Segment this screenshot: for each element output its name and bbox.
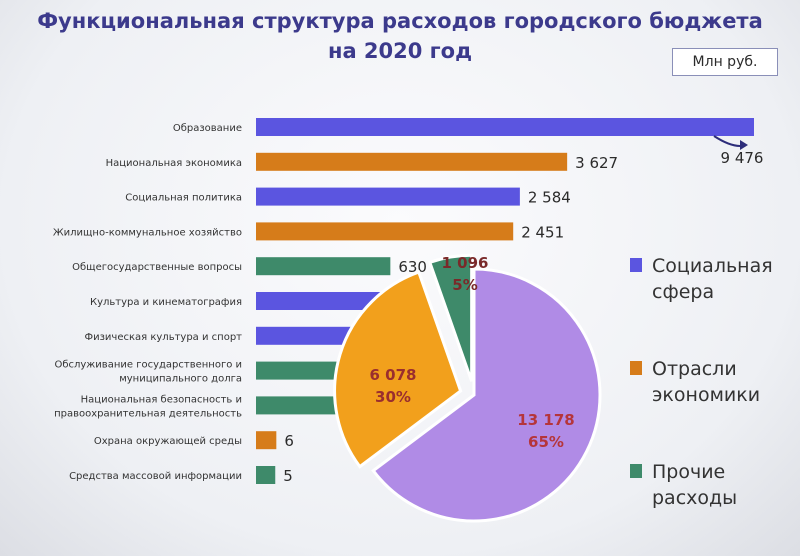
legend-label: расходы <box>652 487 737 509</box>
category-label: Национальная экономика <box>106 158 242 169</box>
category-label: Культура и кинематография <box>90 297 242 308</box>
category-label: Общегосударственные вопросы <box>72 262 242 273</box>
pie-chart: 13 178 65% 6 078 30% 1 096 5% <box>333 253 602 523</box>
bar-11 <box>256 466 276 484</box>
category-label: Охрана окружающей среды <box>94 436 242 447</box>
arrow-head <box>740 140 748 150</box>
category-label: Обслуживание государственного и <box>54 360 242 371</box>
legend-swatch <box>630 361 642 375</box>
bar-chart: Образование 9 476 Национальная экономика 3 … <box>53 118 764 485</box>
bar-10 <box>256 431 277 450</box>
bar-4 <box>256 222 514 241</box>
value-label: 6 <box>284 432 294 450</box>
value-label: 9 476 <box>721 149 764 167</box>
category-label: Физическая культура и спорт <box>85 332 243 343</box>
unit-label: Млн руб. <box>672 48 778 76</box>
slice-value-label: 6 078 <box>370 366 417 384</box>
category-label: Жилищно-коммунальное хозяйство <box>53 227 242 238</box>
legend-swatch <box>630 258 642 272</box>
category-label: Средства массовой информации <box>69 471 242 482</box>
category-label: Образование <box>173 123 242 134</box>
value-label: 5 <box>283 467 293 485</box>
slice-percent-label: 65% <box>528 433 564 451</box>
chart-title: Функциональная структура расходов городс… <box>0 6 800 66</box>
bar-5 <box>256 257 391 276</box>
slice-percent-label: 5% <box>452 276 477 294</box>
legend-label: Прочие <box>652 461 725 483</box>
category-label: Социальная политика <box>125 193 242 204</box>
pie-slice-1 <box>371 267 602 523</box>
title-line-1: Функциональная структура расходов городс… <box>37 9 763 33</box>
bar-8 <box>256 361 341 380</box>
pie-legend: Социальная сфера Отрасли экономики Прочие рас… <box>630 255 773 509</box>
slice-percent-label: 30% <box>375 388 411 406</box>
slice-value-label: 1 096 <box>442 254 489 272</box>
bar-2 <box>256 152 568 171</box>
legend-label: Социальная <box>652 255 773 277</box>
category-label: Национальная безопасность и <box>81 394 242 405</box>
pie-slice-3 <box>427 253 474 382</box>
value-label: 2 584 <box>528 189 571 207</box>
legend-label: Отрасли <box>652 358 737 380</box>
bar-1 <box>256 118 754 136</box>
title-line-2: на 2020 год <box>327 39 473 63</box>
category-label: правоохранительная деятельность <box>54 408 242 419</box>
bar-3 <box>256 187 520 206</box>
value-label: 2 451 <box>521 223 564 241</box>
value-label: 3 627 <box>575 154 618 172</box>
legend-label: сфера <box>652 281 714 303</box>
legend-swatch <box>630 464 642 478</box>
pie-slice-2 <box>333 270 463 469</box>
legend-label: экономики <box>652 384 760 406</box>
bar-6 <box>256 292 384 310</box>
bar-9 <box>256 396 340 415</box>
category-label: муниципального долга <box>119 374 242 385</box>
slice-value-label: 13 178 <box>517 411 574 429</box>
